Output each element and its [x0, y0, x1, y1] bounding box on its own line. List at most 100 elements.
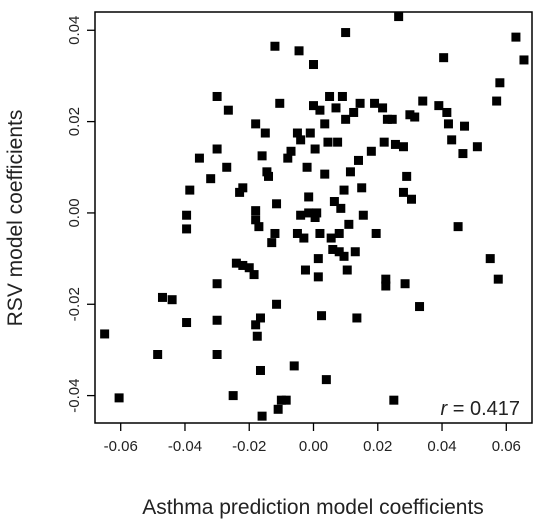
data-point — [381, 274, 391, 284]
data-point — [272, 299, 282, 309]
data-point — [292, 128, 302, 138]
data-point — [410, 112, 420, 122]
data-point — [337, 91, 347, 101]
data-point — [415, 302, 425, 312]
data-point — [390, 139, 400, 149]
data-point — [310, 144, 320, 154]
data-point — [153, 350, 163, 359]
data-point — [270, 41, 280, 51]
data-point — [313, 254, 323, 264]
data-point — [379, 137, 389, 147]
data-point — [511, 32, 521, 42]
data-point — [333, 137, 343, 147]
correlation-annotation: r = 0.417 — [440, 398, 520, 420]
data-point — [275, 98, 285, 108]
data-point — [262, 167, 272, 177]
data-point — [235, 187, 245, 197]
data-point — [244, 263, 254, 273]
data-point — [350, 247, 360, 257]
data-point — [317, 311, 327, 321]
data-point — [252, 331, 262, 341]
data-point — [251, 215, 261, 225]
data-point — [254, 222, 264, 232]
data-point — [357, 183, 367, 193]
data-point — [272, 199, 282, 209]
data-point — [212, 279, 222, 289]
data-point — [313, 272, 323, 282]
data-point — [407, 194, 416, 204]
data-point — [519, 55, 529, 65]
data-point — [460, 121, 470, 131]
data-point — [355, 98, 365, 108]
data-point — [267, 238, 277, 248]
y-tick-label: 0.04 — [66, 16, 83, 45]
data-point — [157, 292, 167, 302]
data-point — [358, 210, 368, 220]
data-point — [305, 128, 315, 138]
data-point — [336, 203, 346, 213]
data-point — [281, 395, 291, 405]
data-point — [185, 185, 195, 195]
data-point — [255, 313, 265, 323]
data-point — [329, 197, 339, 207]
y-tick-label: -0.02 — [66, 287, 83, 321]
data-point — [315, 105, 325, 115]
x-tick-label: -0.02 — [232, 438, 266, 455]
data-point — [334, 247, 344, 257]
y-tick-label: 0.02 — [66, 107, 83, 136]
data-point — [270, 228, 280, 238]
data-point — [334, 228, 344, 238]
data-point — [418, 96, 428, 106]
data-point — [255, 365, 265, 375]
data-point — [304, 192, 314, 202]
data-point — [398, 187, 408, 197]
data-point — [223, 105, 233, 115]
data-point — [286, 146, 296, 156]
data-point — [442, 107, 452, 117]
y-tick-label: 0.00 — [66, 198, 83, 227]
x-tick-label: 0.04 — [427, 438, 456, 455]
data-point — [302, 162, 312, 172]
data-point — [251, 320, 261, 330]
data-point — [352, 313, 362, 323]
data-point — [341, 28, 351, 38]
data-point — [331, 103, 341, 113]
data-point — [300, 265, 310, 275]
data-point — [264, 171, 274, 181]
x-axis: -0.06 -0.04 -0.02 0.00 0.02 0.04 0.06 — [104, 423, 521, 455]
data-point — [260, 128, 270, 138]
data-point — [312, 208, 322, 218]
correlation-value: = 0.417 — [447, 398, 520, 420]
data-point — [394, 12, 404, 22]
x-tick-label: 0.02 — [363, 438, 392, 455]
data-point — [222, 162, 232, 172]
data-point — [387, 114, 397, 124]
data-point — [453, 222, 463, 232]
data-point — [194, 153, 204, 163]
data-point — [485, 254, 495, 264]
data-point — [339, 185, 349, 195]
x-tick-label: -0.04 — [168, 438, 202, 455]
data-point — [366, 146, 376, 156]
data-point — [325, 91, 335, 101]
data-point — [342, 265, 352, 275]
data-points — [100, 12, 529, 421]
data-point — [353, 155, 363, 165]
y-tick-label: -0.04 — [66, 378, 83, 412]
data-point — [339, 251, 349, 261]
data-point — [100, 329, 110, 339]
data-point — [309, 101, 318, 111]
data-point — [378, 103, 388, 113]
data-point — [238, 183, 248, 193]
data-point — [328, 244, 338, 254]
data-point — [315, 228, 325, 238]
data-point — [321, 375, 331, 385]
data-point — [389, 395, 399, 405]
data-point — [114, 393, 124, 403]
data-point — [492, 96, 502, 106]
x-tick-label: 0.06 — [492, 438, 521, 455]
data-point — [238, 260, 248, 270]
data-point — [370, 98, 380, 108]
